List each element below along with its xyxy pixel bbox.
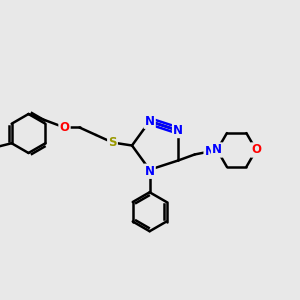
Text: O: O [251,143,261,157]
Text: S: S [108,136,117,149]
Text: N: N [145,115,154,128]
Text: N: N [205,145,214,158]
Text: N: N [145,165,154,178]
Text: O: O [59,121,70,134]
Text: N: N [212,143,222,157]
Text: N: N [173,124,183,137]
